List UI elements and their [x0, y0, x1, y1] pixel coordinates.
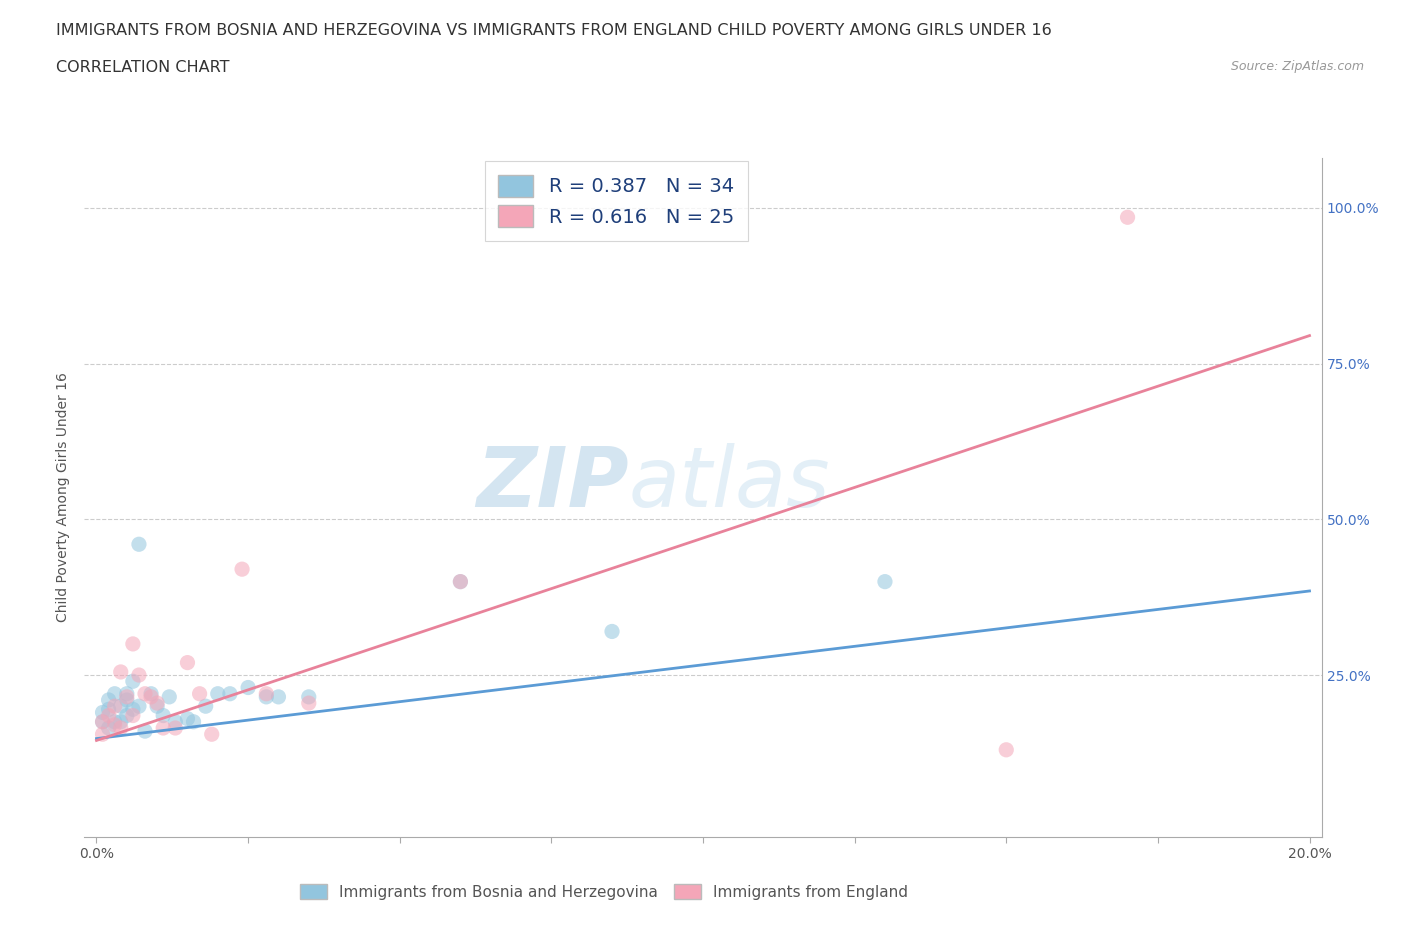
Point [97, 721, 120, 736]
Point [139, 686, 162, 701]
Text: CORRELATION CHART: CORRELATION CHART [56, 60, 229, 75]
Point [201, 726, 224, 741]
Point [122, 708, 145, 723]
Point [115, 708, 138, 723]
Text: ZIP: ZIP [477, 444, 628, 525]
Point [128, 668, 150, 683]
Point [91, 714, 114, 729]
Point [600, 624, 623, 639]
Point [104, 686, 127, 701]
Point [176, 655, 198, 670]
Point [298, 689, 321, 704]
Point [254, 686, 277, 701]
Point [115, 686, 138, 701]
Point [188, 686, 211, 701]
Point [97, 708, 120, 723]
Point [122, 636, 145, 651]
Point [91, 714, 114, 729]
Point [995, 742, 1018, 757]
Point [110, 698, 132, 713]
Point [104, 698, 127, 713]
Point [165, 721, 187, 736]
Point [176, 711, 198, 726]
Text: IMMIGRANTS FROM BOSNIA AND HERZEGOVINA VS IMMIGRANTS FROM ENGLAND CHILD POVERTY : IMMIGRANTS FROM BOSNIA AND HERZEGOVINA V… [56, 23, 1052, 38]
Text: Source: ZipAtlas.com: Source: ZipAtlas.com [1230, 60, 1364, 73]
Point [97, 693, 120, 708]
Point [1116, 210, 1139, 225]
Point [231, 562, 253, 577]
Point [139, 689, 162, 704]
Point [104, 717, 127, 732]
Point [110, 714, 132, 729]
Point [128, 698, 150, 713]
Point [219, 686, 242, 701]
Point [122, 702, 145, 717]
Point [115, 693, 138, 708]
Point [134, 686, 156, 701]
Point [97, 702, 120, 717]
Point [115, 689, 138, 704]
Point [194, 698, 217, 713]
Point [146, 696, 169, 711]
Point [254, 689, 277, 704]
Point [152, 708, 174, 723]
Point [110, 721, 132, 736]
Point [267, 689, 290, 704]
Point [91, 705, 114, 720]
Point [165, 714, 187, 729]
Point [128, 537, 150, 551]
Point [104, 714, 127, 729]
Point [873, 574, 896, 589]
Point [146, 698, 169, 713]
Point [134, 724, 156, 738]
Text: atlas: atlas [628, 444, 831, 525]
Point [152, 721, 174, 736]
Point [207, 686, 229, 701]
Legend: Immigrants from Bosnia and Herzegovina, Immigrants from England: Immigrants from Bosnia and Herzegovina, … [292, 876, 915, 908]
Point [183, 714, 205, 729]
Point [91, 726, 114, 741]
Y-axis label: Child Poverty Among Girls Under 16: Child Poverty Among Girls Under 16 [56, 373, 70, 622]
Point [122, 674, 145, 689]
Point [236, 680, 259, 695]
Point [157, 689, 180, 704]
Point [298, 696, 321, 711]
Point [110, 665, 132, 680]
Point [449, 574, 471, 589]
Point [449, 574, 471, 589]
